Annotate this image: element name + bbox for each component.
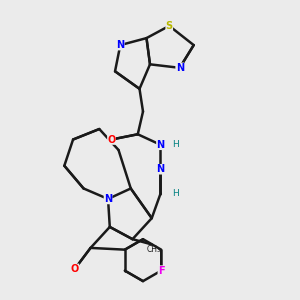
Text: H: H [172, 140, 178, 149]
Text: O: O [107, 134, 116, 145]
Text: N: N [156, 164, 165, 174]
Text: H: H [172, 189, 178, 198]
Text: F: F [158, 266, 164, 276]
Text: S: S [166, 21, 173, 31]
Text: N: N [156, 140, 165, 150]
Text: O: O [71, 264, 79, 274]
Text: N: N [116, 40, 124, 50]
Text: N: N [176, 63, 184, 73]
Text: N: N [104, 194, 112, 204]
Text: CH₃: CH₃ [146, 245, 161, 254]
